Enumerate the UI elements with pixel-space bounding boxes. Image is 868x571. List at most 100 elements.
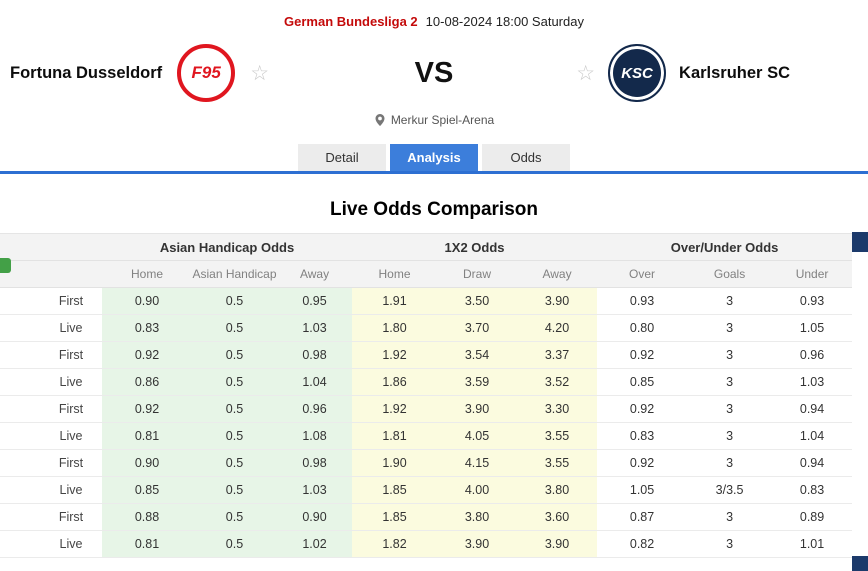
odds-value: 0.90 <box>277 503 353 531</box>
odds-value: 3 <box>687 503 773 531</box>
subheader-ou-over: Over <box>597 260 688 288</box>
odds-value: 1.04 <box>277 368 353 396</box>
row-type-label: First <box>40 287 102 315</box>
odds-value: 4.05 <box>437 422 518 450</box>
subheader-ah-handicap: Asian Handicap <box>192 260 277 288</box>
group-header-asian-handicap: Asian Handicap Odds <box>102 233 353 261</box>
odds-row: First 0.92 0.5 0.98 1.92 3.54 3.37 0.92 3 0.96 <box>0 341 853 369</box>
odds-value: 0.87 <box>597 503 688 531</box>
home-team-name[interactable]: Fortuna Dusseldorf <box>10 63 163 82</box>
odds-value: 3.55 <box>517 422 598 450</box>
odds-value: 0.96 <box>772 341 853 369</box>
bookmaker-cell <box>0 395 40 423</box>
odds-value: 0.83 <box>102 314 192 342</box>
away-team: ☆ KSC Karlsruher SC <box>576 44 790 102</box>
odds-value: 3.59 <box>437 368 518 396</box>
odds-row: Live 0.81 0.5 1.02 1.82 3.90 3.90 0.82 3 1.01 <box>0 530 853 558</box>
subheader-1x2-draw: Draw <box>437 260 518 288</box>
bookmaker-cell <box>0 503 40 531</box>
odds-value: 3.90 <box>437 395 518 423</box>
subheader-ou-under: Under <box>772 260 853 288</box>
bookmaker-cell <box>0 314 40 342</box>
odds-value: 0.92 <box>102 341 192 369</box>
right-edge-artifact-bottom <box>852 556 868 571</box>
bookmaker-cell <box>0 287 40 315</box>
away-team-name[interactable]: Karlsruher SC <box>679 63 790 82</box>
odds-value: 0.5 <box>192 530 277 558</box>
odds-value: 1.81 <box>352 422 438 450</box>
odds-value: 0.92 <box>597 395 688 423</box>
tab-detail[interactable]: Detail <box>298 144 386 171</box>
home-team: Fortuna Dusseldorf F95 ☆ <box>0 44 269 102</box>
odds-value: 0.92 <box>597 341 688 369</box>
subheader-ou-goals: Goals <box>687 260 773 288</box>
odds-value: 3 <box>687 422 773 450</box>
odds-value: 1.92 <box>352 395 438 423</box>
odds-value: 1.82 <box>352 530 438 558</box>
odds-value: 0.88 <box>102 503 192 531</box>
odds-value: 0.98 <box>277 449 353 477</box>
odds-value: 1.03 <box>772 368 853 396</box>
odds-value: 0.85 <box>102 476 192 504</box>
odds-value: 0.5 <box>192 287 277 315</box>
odds-value: 3 <box>687 530 773 558</box>
away-team-logo: KSC <box>608 44 667 102</box>
right-edge-artifact-top <box>852 232 868 252</box>
subheader-type <box>40 260 102 288</box>
odds-value: 0.5 <box>192 476 277 504</box>
odds-value: 1.01 <box>772 530 853 558</box>
odds-value: 0.83 <box>772 476 853 504</box>
subheader-bookmaker <box>0 260 40 288</box>
odds-value: 0.5 <box>192 503 277 531</box>
odds-value: 0.86 <box>102 368 192 396</box>
odds-value: 1.92 <box>352 341 438 369</box>
home-logo-text: F95 <box>191 63 221 82</box>
odds-value: 0.93 <box>772 287 853 315</box>
odds-value: 3.60 <box>517 503 598 531</box>
odds-value: 1.86 <box>352 368 438 396</box>
odds-row: Live 0.83 0.5 1.03 1.80 3.70 4.20 0.80 3 1.05 <box>0 314 853 342</box>
row-type-label: Live <box>40 422 102 450</box>
row-type-label: Live <box>40 368 102 396</box>
tab-odds[interactable]: Odds <box>482 144 570 171</box>
subheader-1x2-away: Away <box>517 260 598 288</box>
odds-row: First 0.88 0.5 0.90 1.85 3.80 3.60 0.87 3 0.89 <box>0 503 853 531</box>
favorite-star-away-icon[interactable]: ☆ <box>576 61 596 85</box>
odds-value: 0.90 <box>102 449 192 477</box>
odds-table-body: First 0.90 0.5 0.95 1.91 3.50 3.90 0.93 3 0.93 Liv… <box>0 287 853 558</box>
row-type-label: First <box>40 449 102 477</box>
row-type-label: First <box>40 395 102 423</box>
odds-value: 0.89 <box>772 503 853 531</box>
odds-value: 0.80 <box>597 314 688 342</box>
odds-value: 0.95 <box>277 287 353 315</box>
odds-value: 3.50 <box>437 287 518 315</box>
odds-value: 4.00 <box>437 476 518 504</box>
favorite-star-home-icon[interactable]: ☆ <box>250 61 270 85</box>
section-title: Live Odds Comparison <box>330 199 538 220</box>
odds-value: 3.55 <box>517 449 598 477</box>
group-header-row: Asian Handicap Odds 1X2 Odds Over/Under … <box>0 233 853 261</box>
match-meta: German Bundesliga 2 10-08-2024 18:00 Satu… <box>0 0 868 29</box>
odds-value: 3 <box>687 287 773 315</box>
odds-value: 0.83 <box>597 422 688 450</box>
bookmaker-cell <box>0 422 40 450</box>
odds-row: Live 0.86 0.5 1.04 1.86 3.59 3.52 0.85 3 1.03 <box>0 368 853 396</box>
odds-row: First 0.92 0.5 0.96 1.92 3.90 3.30 0.92 3 0.94 <box>0 395 853 423</box>
venue-name: Merkur Spiel-Arena <box>390 113 495 127</box>
odds-value: 3.70 <box>437 314 518 342</box>
odds-value: 3.90 <box>437 530 518 558</box>
bookmaker-cell <box>0 449 40 477</box>
odds-row: Live 0.81 0.5 1.08 1.81 4.05 3.55 0.83 3 1.04 <box>0 422 853 450</box>
subheader-1x2-home: Home <box>352 260 438 288</box>
bookmaker-header-spacer <box>0 233 102 261</box>
venue-row: Merkur Spiel-Arena <box>0 113 868 127</box>
odds-row: Live 0.85 0.5 1.03 1.85 4.00 3.80 1.05 3/3.5 0.83 <box>0 476 853 504</box>
odds-value: 0.94 <box>772 395 853 423</box>
tab-analysis[interactable]: Analysis <box>390 144 478 171</box>
odds-value: 3.52 <box>517 368 598 396</box>
group-header-1x2: 1X2 Odds <box>352 233 598 261</box>
odds-value: 1.91 <box>352 287 438 315</box>
league-name[interactable]: German Bundesliga 2 <box>284 14 418 29</box>
odds-value: 4.20 <box>517 314 598 342</box>
odds-value: 1.02 <box>277 530 353 558</box>
